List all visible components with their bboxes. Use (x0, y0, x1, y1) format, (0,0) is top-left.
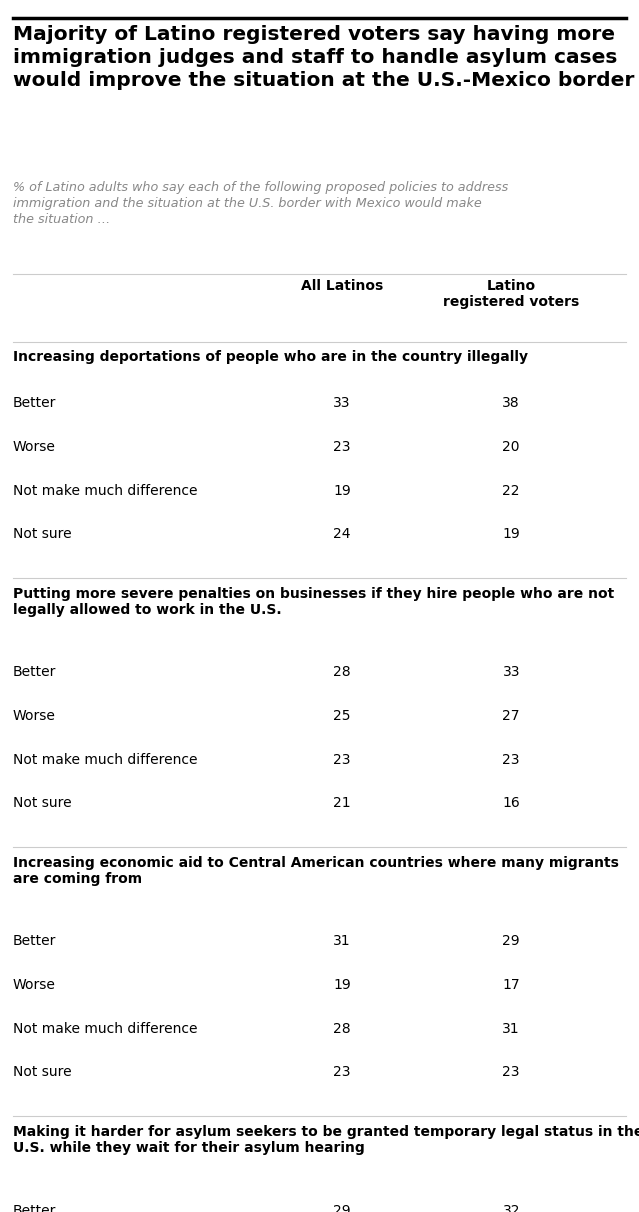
Text: 28: 28 (333, 665, 351, 680)
Text: Worse: Worse (13, 709, 56, 724)
Text: 29: 29 (502, 934, 520, 949)
Text: 20: 20 (502, 440, 520, 454)
Text: Better: Better (13, 665, 56, 680)
Text: Majority of Latino registered voters say having more
immigration judges and staf: Majority of Latino registered voters say… (13, 25, 634, 90)
Text: 32: 32 (502, 1204, 520, 1212)
Text: Worse: Worse (13, 978, 56, 993)
Text: 28: 28 (333, 1022, 351, 1036)
Text: 23: 23 (333, 1065, 351, 1080)
Text: 22: 22 (502, 484, 520, 498)
Text: 25: 25 (333, 709, 351, 724)
Text: All Latinos: All Latinos (301, 279, 383, 293)
Text: % of Latino adults who say each of the following proposed policies to address
im: % of Latino adults who say each of the f… (13, 181, 508, 225)
Text: 33: 33 (502, 665, 520, 680)
Text: Better: Better (13, 396, 56, 411)
Text: 23: 23 (333, 753, 351, 767)
Text: Increasing deportations of people who are in the country illegally: Increasing deportations of people who ar… (13, 350, 528, 365)
Text: 29: 29 (333, 1204, 351, 1212)
Text: 31: 31 (333, 934, 351, 949)
Text: 38: 38 (502, 396, 520, 411)
Text: Better: Better (13, 934, 56, 949)
Text: Not sure: Not sure (13, 1065, 72, 1080)
Text: 23: 23 (502, 1065, 520, 1080)
Text: 17: 17 (502, 978, 520, 993)
Text: 16: 16 (502, 796, 520, 811)
Text: Making it harder for asylum seekers to be granted temporary legal status in the
: Making it harder for asylum seekers to b… (13, 1125, 639, 1155)
Text: 31: 31 (502, 1022, 520, 1036)
Text: 21: 21 (333, 796, 351, 811)
Text: Increasing economic aid to Central American countries where many migrants
are co: Increasing economic aid to Central Ameri… (13, 856, 619, 886)
Text: Not make much difference: Not make much difference (13, 484, 197, 498)
Text: 33: 33 (333, 396, 351, 411)
Text: 27: 27 (502, 709, 520, 724)
Text: 23: 23 (333, 440, 351, 454)
Text: Better: Better (13, 1204, 56, 1212)
Text: Putting more severe penalties on businesses if they hire people who are not
lega: Putting more severe penalties on busines… (13, 587, 614, 617)
Text: 23: 23 (502, 753, 520, 767)
Text: Not make much difference: Not make much difference (13, 1022, 197, 1036)
Text: 19: 19 (502, 527, 520, 542)
Text: 19: 19 (333, 484, 351, 498)
Text: 24: 24 (333, 527, 351, 542)
Text: Not make much difference: Not make much difference (13, 753, 197, 767)
Text: Not sure: Not sure (13, 527, 72, 542)
Text: Not sure: Not sure (13, 796, 72, 811)
Text: Worse: Worse (13, 440, 56, 454)
Text: Latino
registered voters: Latino registered voters (443, 279, 580, 309)
Text: 19: 19 (333, 978, 351, 993)
